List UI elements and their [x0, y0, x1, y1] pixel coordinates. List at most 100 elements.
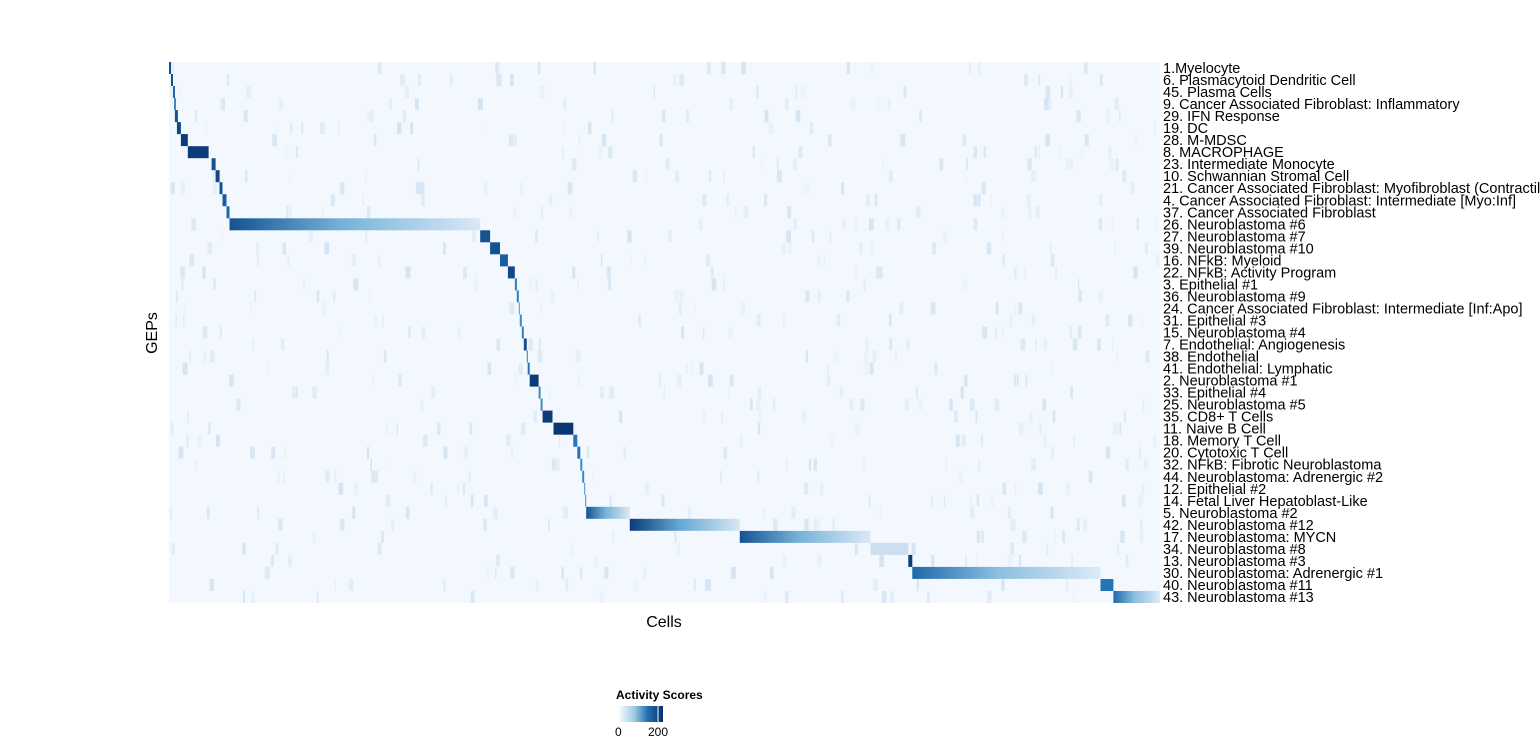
heatmap-background-cell [377, 62, 382, 74]
heatmap-block [908, 554, 913, 567]
heatmap-background-cell [990, 494, 994, 507]
row-label: 5. Neuroblastoma #2 [1163, 506, 1298, 522]
heatmap-background-cell [874, 194, 877, 207]
heatmap-background-cell [603, 134, 606, 147]
heatmap-background-cell [839, 386, 843, 399]
heatmap-background-cell [445, 494, 447, 507]
heatmap-background-cell [430, 482, 433, 495]
heatmap-block [629, 518, 740, 531]
heatmap-background-cell [443, 579, 446, 591]
heatmap-background-cell [579, 566, 583, 579]
heatmap-background-cell [805, 290, 810, 303]
heatmap-background-cell [471, 494, 474, 507]
heatmap-background-cell [600, 254, 603, 267]
heatmap-block [577, 446, 581, 459]
heatmap-block [585, 494, 587, 507]
heatmap-background-cell [818, 518, 820, 531]
heatmap-background-cell [369, 290, 371, 303]
heatmap-background-cell [216, 434, 220, 447]
heatmap-background-cell [1052, 410, 1056, 423]
heatmap-body [169, 62, 1160, 603]
heatmap-background-cell [176, 290, 178, 303]
heatmap-background-cell [551, 458, 556, 471]
heatmap-background-cell [609, 386, 614, 399]
heatmap-background-cell [872, 350, 877, 363]
heatmap-background-cell [743, 206, 749, 219]
heatmap-background-cell [1153, 122, 1156, 135]
heatmap-background-cell [367, 446, 370, 459]
heatmap-background-cell [362, 194, 364, 207]
heatmap-background-cell [693, 579, 696, 591]
heatmap-background-cell [607, 278, 612, 291]
heatmap-background-cell [721, 62, 726, 74]
heatmap-background-cell [800, 86, 805, 98]
heatmap-background-cell [870, 62, 875, 74]
heatmap-background-cell [987, 591, 992, 603]
heatmap-background-cell [353, 482, 358, 495]
heatmap-background-cell [827, 362, 829, 375]
heatmap-background-cell [594, 554, 597, 567]
heatmap-background-cell [795, 86, 798, 98]
heatmap-background-cell [630, 254, 632, 267]
heatmap-background-cell [964, 374, 968, 387]
heatmap-background-cell [842, 218, 846, 231]
heatmap-background-cell [365, 170, 367, 183]
heatmap-background-cell [1077, 326, 1082, 339]
heatmap-background-cell [208, 422, 211, 435]
heatmap-background-cell [219, 326, 222, 339]
heatmap-background-cell [707, 62, 711, 74]
heatmap-background-cell [405, 506, 410, 519]
heatmap-background-cell [587, 122, 592, 135]
heatmap-background-cell [198, 434, 202, 447]
heatmap-background-cell [1140, 518, 1143, 531]
heatmap-background-cell [283, 470, 285, 483]
heatmap-background-cell [397, 122, 402, 135]
heatmap-background-cell [334, 470, 337, 483]
heatmap-background-cell [541, 206, 543, 219]
row-label: 8. MACROPHAGE [1163, 145, 1284, 161]
heatmap-background-cell [558, 434, 561, 447]
heatmap-background-cell [663, 386, 665, 399]
row-label: 29. IFN Response [1163, 109, 1280, 125]
heatmap-background-cell [389, 98, 392, 111]
heatmap-background-cell [348, 579, 354, 591]
heatmap-background-cell [288, 554, 292, 567]
heatmap-background-cell [277, 470, 280, 483]
heatmap-background-cell [981, 434, 983, 447]
heatmap-background-cell [723, 446, 727, 459]
heatmap-background-cell [645, 482, 647, 495]
heatmap-background-cell [1044, 98, 1049, 111]
heatmap-block [180, 134, 188, 147]
heatmap-background-cell [846, 290, 850, 303]
heatmap-background-cell [538, 338, 541, 351]
heatmap-block [912, 566, 1101, 579]
heatmap-background-cell [818, 290, 820, 303]
heatmap-background-cell [1073, 434, 1075, 447]
heatmap-background-cell [1014, 266, 1017, 279]
heatmap-background-cell [450, 74, 453, 86]
heatmap-background-cell [312, 530, 316, 543]
heatmap-background-cell [720, 470, 722, 483]
heatmap-background-cell [1011, 542, 1014, 555]
row-label: 15. Neuroblastoma #4 [1163, 326, 1306, 342]
row-label: 20. Cytotoxic T Cell [1163, 446, 1288, 462]
heatmap-background-cell [295, 146, 299, 159]
heatmap-background-cell [687, 506, 691, 519]
heatmap-background-cell [570, 542, 574, 555]
heatmap-background-cell [1045, 134, 1050, 147]
heatmap-background-cell [711, 278, 717, 291]
heatmap-background-cell [1018, 554, 1022, 567]
heatmap-background-cell [276, 122, 278, 135]
heatmap-background-cell [1024, 74, 1028, 86]
heatmap-background-cell [761, 158, 763, 171]
heatmap-background-cell [787, 242, 792, 255]
row-label: 42. Neuroblastoma #12 [1163, 518, 1314, 534]
heatmap-background-cell [643, 254, 647, 267]
heatmap-background-cell [829, 434, 834, 447]
heatmap-background-cell [480, 122, 482, 135]
heatmap-background-cell [734, 206, 737, 219]
heatmap-background-cell [653, 86, 655, 98]
heatmap-background-cell [1044, 434, 1046, 447]
heatmap-background-cell [675, 170, 679, 183]
heatmap-background-cell [1106, 110, 1110, 123]
